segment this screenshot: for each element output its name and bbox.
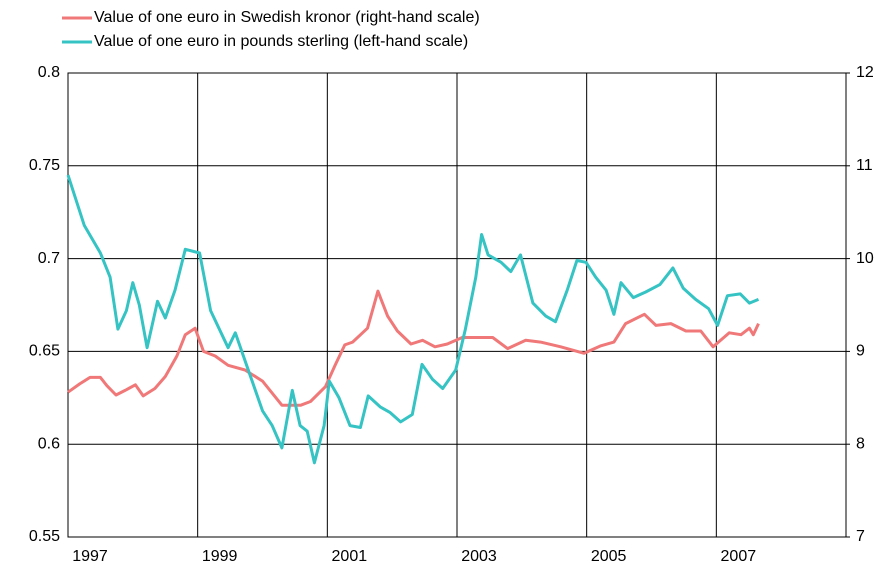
x-tick-label: 1999 [202,548,238,565]
y2-tick-label: 11 [856,157,873,174]
x-tick-label: 2001 [332,548,368,565]
x-tick-label: 2005 [591,548,627,565]
legend-label: Value of one euro in Swedish kronor (rig… [94,9,480,26]
plot-frame [67,72,847,538]
x-tick-label: 2003 [461,548,497,565]
y2-tick-label: 8 [856,435,865,452]
y2-tick-label: 10 [856,250,874,267]
y-tick-label: 0.65 [29,343,60,360]
y2-tick-label: 9 [856,343,865,360]
y-tick-label: 0.8 [38,64,60,81]
y-tick-label: 0.55 [29,528,60,545]
series-line [67,289,760,407]
y2-tick-label: 12 [856,64,874,81]
legend-label: Value of one euro in pounds sterling (le… [94,33,468,50]
x-tick-label: 1997 [72,548,108,565]
y2-tick-label: 7 [856,528,865,545]
y-tick-label: 0.75 [29,157,60,174]
x-tick-label: 2007 [721,548,757,565]
y-tick-label: 0.6 [38,435,60,452]
y-tick-label: 0.7 [38,250,60,267]
series-line [66,174,760,465]
